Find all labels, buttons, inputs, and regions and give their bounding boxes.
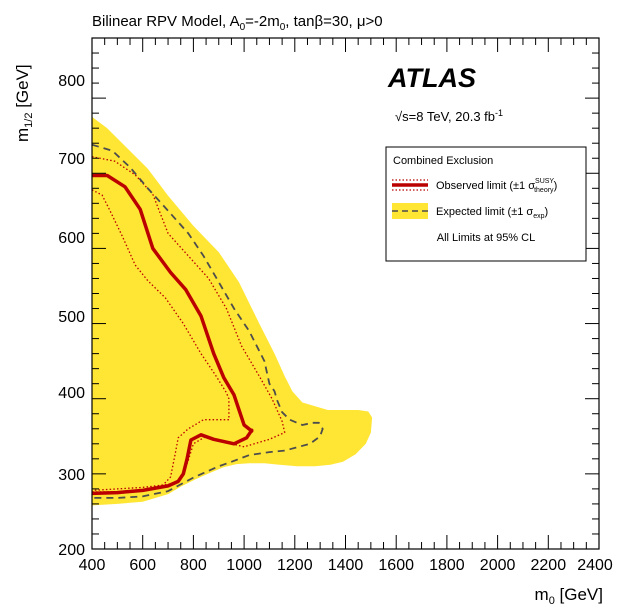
x-tick-label: 800 xyxy=(180,557,207,574)
chart-title: Bilinear RPV Model, A0=-2m0, tanβ=30, μ>… xyxy=(92,13,383,33)
experiment-label: ATLAS xyxy=(387,63,476,93)
legend: Combined Exclusion Observed limit (±1 σS… xyxy=(386,147,586,261)
y-tick-label: 500 xyxy=(58,309,85,326)
x-tick-label: 2400 xyxy=(577,557,613,574)
legend-expected-label: Expected limit (±1 σexp) xyxy=(436,206,548,220)
y-tick-label: 300 xyxy=(58,467,85,484)
x-tick-label: 1000 xyxy=(226,557,262,574)
x-tick-label: 2000 xyxy=(480,557,516,574)
x-tick-labels: 400 600 800 1000 1200 1400 1600 1800 200… xyxy=(79,557,613,574)
y-axis-label: m1/2 [GeV] xyxy=(13,64,35,142)
x-tick-label: 400 xyxy=(79,557,106,574)
y-tick-label: 400 xyxy=(58,385,85,402)
y-tick-label: 200 xyxy=(58,542,85,559)
x-tick-label: 1200 xyxy=(277,557,313,574)
x-tick-label: 1600 xyxy=(378,557,414,574)
x-axis-label: m0 [GeV] xyxy=(535,585,603,607)
y-tick-label: 700 xyxy=(58,151,85,168)
x-tick-label: 1800 xyxy=(429,557,465,574)
x-tick-label: 1400 xyxy=(328,557,364,574)
expected-band xyxy=(92,117,372,506)
plot-area xyxy=(92,117,372,506)
legend-header: Combined Exclusion xyxy=(393,155,493,167)
y-tick-labels: 200 300 400 500 600 700 800 xyxy=(58,73,85,559)
x-tick-label: 600 xyxy=(129,557,156,574)
energy-label: √s=8 TeV, 20.3 fb-1 xyxy=(395,108,503,124)
y-tick-label: 800 xyxy=(58,73,85,90)
x-tick-label: 2200 xyxy=(531,557,567,574)
legend-footer: All Limits at 95% CL xyxy=(437,232,535,244)
y-tick-label: 600 xyxy=(58,230,85,247)
